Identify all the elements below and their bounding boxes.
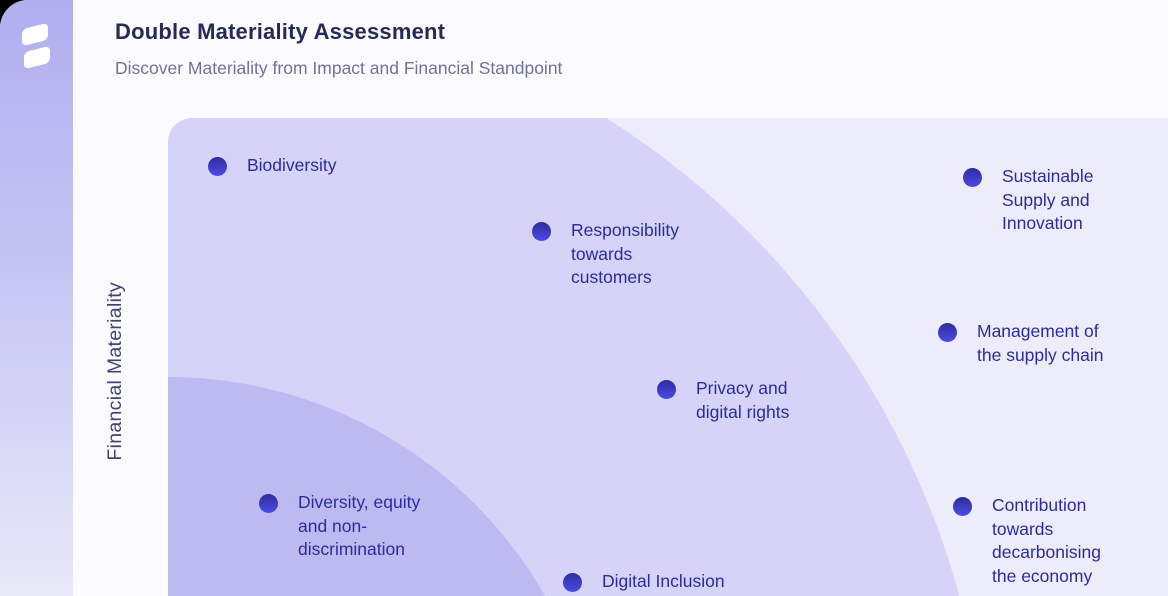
point-dot[interactable] [657, 380, 676, 399]
page-title: Double Materiality Assessment [115, 19, 446, 44]
data-point-diversity-equity: Diversity, equity and non- discriminatio… [259, 492, 420, 559]
data-point-digital-inclusion: Digital Inclusion [563, 571, 725, 592]
data-point-privacy-digital-rights: Privacy and digital rights [657, 378, 789, 422]
brand-logo-icon[interactable] [22, 22, 50, 70]
data-point-biodiversity: Biodiversity [208, 155, 336, 176]
data-point-decarbonising-economy: Contribution towards decarbonising the e… [953, 495, 1101, 586]
point-label: Privacy and digital rights [696, 378, 790, 422]
point-label: Management of the supply chain [977, 321, 1104, 365]
point-dot[interactable] [259, 494, 278, 513]
point-dot[interactable] [953, 497, 972, 516]
data-point-responsibility-customers: Responsibility towards customers [532, 220, 679, 287]
point-label: Responsibility towards customers [571, 220, 679, 287]
materiality-chart-area: Biodiversity Responsibility towards cust… [168, 118, 1168, 596]
point-label: Biodiversity [247, 155, 337, 175]
data-point-sustainable-supply: Sustainable Supply and Innovation [963, 166, 1093, 233]
point-dot[interactable] [963, 168, 982, 187]
point-dot[interactable] [208, 157, 227, 176]
point-label: Contribution towards decarbonising the e… [992, 495, 1101, 586]
point-dot[interactable] [938, 323, 957, 342]
point-label: Digital Inclusion [602, 571, 725, 591]
data-point-supply-chain-management: Management of the supply chain [938, 321, 1103, 365]
point-dot[interactable] [532, 222, 551, 241]
sidebar [0, 0, 73, 596]
point-label: Diversity, equity and non- discriminatio… [298, 492, 421, 559]
page-subtitle: Discover Materiality from Impact and Fin… [115, 58, 563, 78]
logo-bar-bottom [24, 45, 50, 70]
point-dot[interactable] [563, 573, 582, 592]
logo-bar-top [22, 22, 48, 47]
y-axis-label: Financial Materiality [104, 282, 126, 461]
point-label: Sustainable Supply and Innovation [1002, 166, 1094, 233]
